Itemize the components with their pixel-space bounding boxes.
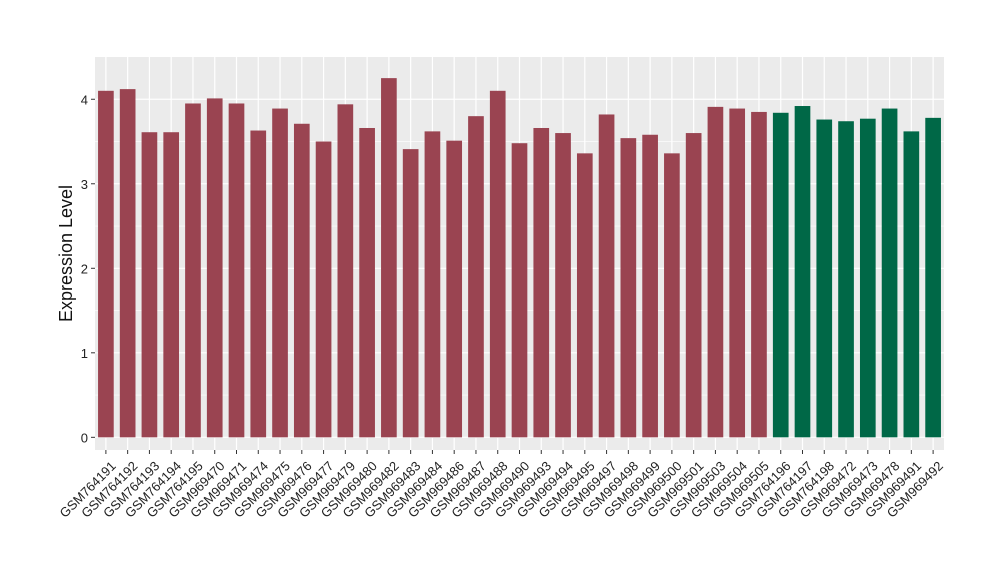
bar-GSM969472 (838, 121, 854, 438)
bar-GSM969495 (576, 153, 593, 438)
bar-GSM969487 (468, 116, 484, 438)
bar-GSM969471 (228, 103, 245, 438)
bar-GSM969490 (511, 143, 528, 438)
bar-GSM764197 (794, 106, 811, 438)
bar-GSM969488 (489, 90, 506, 438)
bar-GSM969492 (925, 117, 941, 438)
bar-GSM969504 (729, 108, 746, 438)
bar-GSM969500 (664, 153, 680, 438)
bar-GSM764191 (98, 90, 114, 438)
bar-GSM969473 (859, 118, 876, 438)
bar-GSM764192 (119, 89, 136, 438)
bar-GSM969497 (598, 114, 615, 438)
bar-GSM969505 (751, 111, 767, 438)
bar-GSM764198 (816, 119, 833, 438)
bar-GSM764193 (141, 132, 158, 438)
bar-GSM969480 (359, 127, 375, 438)
bar-GSM969491 (903, 131, 920, 438)
bar-GSM969483 (402, 149, 419, 438)
bar-GSM969493 (533, 127, 550, 438)
bar-GSM969501 (685, 133, 702, 438)
bar-GSM969474 (250, 130, 267, 438)
y-tick-label: 3 (81, 177, 88, 192)
bar-GSM969499 (642, 134, 658, 438)
y-tick-label: 4 (81, 92, 88, 107)
y-tick-label: 1 (81, 346, 88, 361)
bar-GSM764194 (163, 132, 180, 438)
bar-GSM969494 (555, 133, 571, 438)
y-axis-label: Expression Level (56, 185, 76, 322)
bar-GSM969498 (620, 138, 637, 438)
bar-GSM969475 (272, 108, 288, 438)
bar-GSM764195 (185, 103, 201, 438)
bar-GSM969470 (206, 98, 223, 438)
bar-GSM969479 (337, 104, 354, 438)
x-axis-ticks: GSM764191GSM764192GSM764193GSM764194GSM7… (57, 450, 946, 521)
y-tick-label: 0 (81, 430, 88, 445)
bar-GSM969484 (424, 131, 441, 438)
bar-GSM969503 (707, 106, 724, 438)
bar-GSM969477 (315, 141, 332, 438)
y-tick-label: 2 (81, 261, 88, 276)
bar-GSM969482 (381, 78, 397, 438)
bars (98, 78, 941, 438)
bar-GSM969478 (881, 108, 898, 438)
bar-GSM969476 (293, 123, 310, 438)
bar-GSM764196 (772, 112, 789, 438)
y-axis: 0 1 2 3 4 (81, 92, 95, 445)
bar-GSM969486 (446, 140, 463, 438)
